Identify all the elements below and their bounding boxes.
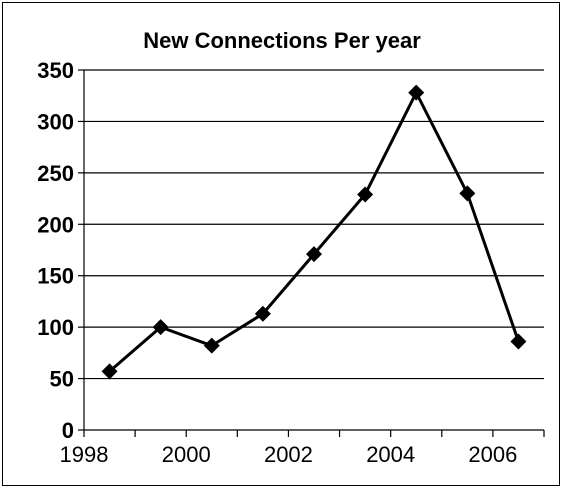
data-point [510,333,527,350]
data-point [152,319,169,336]
data-point [306,246,322,263]
chart-frame [2,2,560,486]
data-point [254,305,271,322]
axes [78,69,545,437]
x-tick-labels: 1998 2000 2002 2004 2006 [60,442,518,467]
x-tick-label: 2000 [162,442,211,467]
y-tick-label: 0 [62,418,74,443]
y-tick-label: 100 [37,315,74,340]
y-tick-labels: 0 50 100 150 200 250 300 350 [37,58,74,443]
data-point [357,186,374,203]
chart-title: New Connections Per year [143,28,421,53]
data-series [101,84,527,380]
y-tick-label: 150 [37,264,74,289]
x-tick-label: 2006 [468,442,517,467]
data-point [459,185,476,202]
y-tick-label: 200 [37,212,74,237]
data-point [203,337,220,354]
x-tick-label: 1998 [60,442,109,467]
x-tick-label: 2004 [366,442,415,467]
y-tick-label: 50 [50,367,74,392]
data-point [408,84,425,101]
series-line [108,91,520,373]
y-tick-label: 250 [37,161,74,186]
data-point [101,363,118,380]
y-tick-label: 350 [37,58,74,83]
y-tick-label: 300 [37,109,74,134]
x-tick-label: 2002 [264,442,313,467]
